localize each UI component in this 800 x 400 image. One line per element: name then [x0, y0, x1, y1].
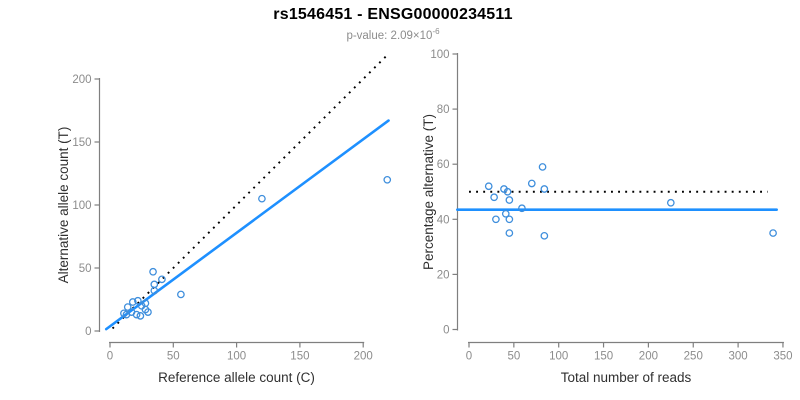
data-point: [177, 290, 185, 299]
plot-subtitle: p-value: 2.09×10-6: [0, 27, 786, 42]
data-point: [141, 299, 150, 308]
x-tick-label: 200: [354, 351, 373, 363]
x-tick-label: 300: [729, 351, 748, 363]
data-point: [518, 204, 526, 213]
y-tick-label: 0: [443, 325, 449, 337]
data-point: [666, 198, 675, 207]
data-point: [505, 229, 514, 237]
data-point: [540, 231, 549, 240]
data-point: [492, 215, 500, 224]
data-point: [258, 194, 266, 203]
x-axis-title: Reference allele count (C): [158, 370, 315, 385]
x-tick-label: 100: [227, 351, 246, 363]
y-axis-title: Alternative allele count (T): [56, 127, 71, 284]
data-point: [150, 280, 159, 289]
data-point: [150, 286, 159, 295]
x-tick-label: 50: [507, 351, 520, 363]
y-tick-label: 40: [437, 214, 450, 226]
plot-header: rs1546451 - ENSG00000234511 p-value: 2.0…: [0, 6, 786, 42]
data-point: [149, 267, 157, 276]
data-point: [134, 296, 142, 305]
data-point: [540, 185, 549, 193]
x-tick-label: 150: [290, 351, 309, 363]
y-tick-label: 200: [72, 74, 91, 86]
x-tick-label: 0: [107, 351, 113, 363]
data-point: [538, 163, 547, 171]
pvalue-exponent: -6: [432, 27, 440, 36]
fit-line: [104, 119, 390, 331]
y-tick-label: 150: [72, 137, 91, 149]
data-point: [128, 298, 137, 306]
x-tick-label: 100: [549, 351, 568, 363]
data-point: [383, 175, 392, 184]
data-point: [501, 209, 510, 218]
y-tick-label: 20: [437, 269, 450, 281]
plot-title: rs1546451 - ENSG00000234511: [273, 6, 513, 23]
x-axis-title: Total number of reads: [561, 370, 692, 385]
x-tick-label: 350: [773, 351, 792, 363]
data-point: [158, 275, 166, 284]
x-tick-label: 150: [594, 351, 613, 363]
data-point: [484, 182, 493, 191]
y-tick-label: 100: [430, 49, 449, 61]
y-axis-title: Percentage alternative (T): [421, 114, 436, 270]
data-point: [136, 312, 145, 320]
data-point: [769, 229, 777, 237]
data-point: [505, 196, 514, 204]
y-tick-label: 60: [437, 159, 450, 171]
data-point: [490, 193, 498, 202]
y-tick-label: 0: [85, 326, 91, 338]
y-tick-label: 50: [79, 263, 92, 275]
x-tick-label: 0: [466, 351, 472, 363]
data-point: [123, 303, 132, 311]
pvalue-text: p-value: 2.09×10: [346, 29, 433, 42]
data-point: [132, 310, 141, 319]
data-point: [144, 308, 152, 316]
data-point: [527, 179, 536, 188]
y-tick-label: 100: [72, 200, 91, 212]
x-tick-label: 200: [639, 351, 658, 363]
x-tick-label: 50: [167, 351, 180, 363]
y-tick-label: 80: [437, 104, 450, 116]
data-point: [503, 187, 512, 196]
x-tick-label: 250: [684, 351, 703, 363]
data-point: [505, 215, 514, 224]
identity-line: [111, 53, 390, 330]
